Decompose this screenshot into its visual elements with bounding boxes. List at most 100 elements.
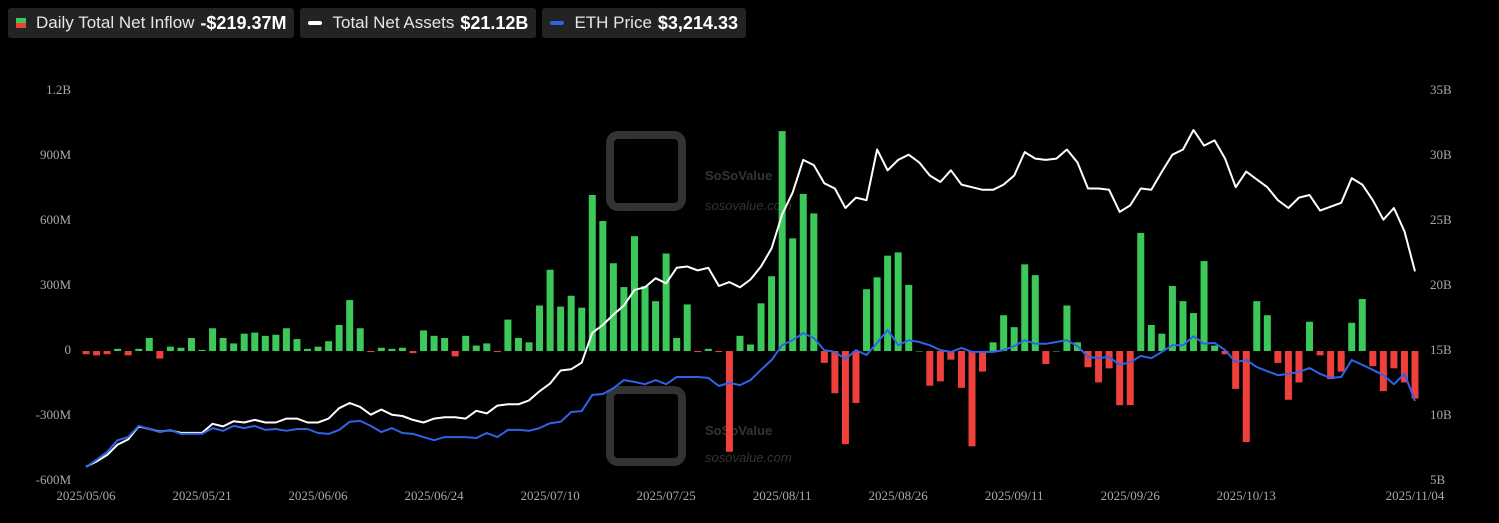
bar — [230, 343, 238, 351]
bar — [599, 221, 607, 351]
watermark-url: sosovalue.com — [705, 450, 792, 465]
bar — [261, 335, 269, 351]
bar — [673, 338, 681, 351]
bar — [789, 238, 797, 351]
watermark-name: SoSoValue — [705, 168, 772, 183]
bar — [841, 351, 849, 445]
bar — [441, 338, 449, 351]
legend-label: Total Net Assets — [332, 13, 455, 32]
bar — [1158, 333, 1166, 351]
bar — [1253, 301, 1261, 351]
bar — [630, 236, 638, 351]
y2-tick-label: 30B — [1430, 147, 1452, 162]
bar — [377, 347, 385, 351]
bar — [367, 351, 375, 353]
bar — [768, 276, 776, 351]
bar — [609, 263, 617, 351]
bar — [852, 351, 860, 403]
bar — [820, 351, 828, 363]
bar — [219, 338, 227, 351]
bar — [430, 335, 438, 351]
bar — [725, 351, 733, 452]
watermark-logo — [606, 131, 686, 211]
legend-item[interactable]: Daily Total Net Inflow -$219.37M — [8, 8, 295, 38]
legend-value: $3,214.33 — [657, 12, 738, 33]
bar — [588, 195, 596, 351]
bar — [525, 342, 533, 351]
bar — [293, 339, 301, 351]
watermark-top: SoSoValue sosovalue.com — [606, 131, 792, 213]
bar — [1390, 351, 1398, 369]
y-tick-label: 300M — [40, 277, 72, 292]
bar — [1306, 321, 1314, 351]
x-tick-label: 2025/11/04 — [1386, 488, 1445, 503]
bar — [1190, 313, 1197, 351]
bar — [409, 351, 417, 354]
bar — [1052, 351, 1060, 352]
bar — [536, 305, 544, 351]
watermark-logo — [606, 386, 686, 466]
bar — [1095, 351, 1103, 383]
line — [85, 129, 1416, 468]
bar — [493, 351, 501, 353]
legend-swatch — [308, 21, 323, 25]
y2-tick-label: 10B — [1430, 407, 1452, 422]
bar — [578, 307, 586, 351]
bar — [947, 351, 955, 360]
bar — [135, 348, 143, 351]
bar — [314, 346, 322, 351]
bar — [1284, 351, 1292, 400]
bar — [114, 348, 122, 351]
bar — [863, 289, 871, 351]
legend-swatch — [550, 21, 565, 25]
bar — [166, 346, 174, 351]
bar — [1021, 264, 1029, 351]
bar — [124, 351, 132, 356]
bar — [810, 213, 818, 351]
bar — [1200, 261, 1208, 351]
y2-tick-label: 35B — [1430, 82, 1452, 97]
bar — [715, 351, 723, 353]
x-tick-label: 2025/05/06 — [56, 488, 116, 503]
bar — [957, 351, 965, 388]
bar — [662, 253, 670, 351]
bar — [472, 345, 480, 351]
bar — [894, 252, 902, 351]
watermark-url: sosovalue.com — [705, 198, 792, 213]
y2-tick-label: 15B — [1430, 342, 1452, 357]
bar — [831, 351, 839, 394]
bar — [557, 306, 565, 351]
x-tick-label: 2025/08/26 — [869, 488, 929, 503]
bar — [704, 348, 712, 351]
bar — [82, 351, 90, 355]
bar — [304, 348, 311, 351]
bar — [483, 343, 491, 351]
bar — [1137, 232, 1145, 351]
bar — [1211, 345, 1219, 351]
y-tick-label: -600M — [36, 472, 72, 487]
bar — [356, 328, 364, 351]
bar — [799, 193, 807, 351]
bar — [884, 255, 892, 351]
bar — [209, 328, 217, 351]
bar — [1232, 351, 1240, 389]
legend-item[interactable]: ETH Price $3,214.33 — [542, 8, 746, 38]
y2-tick-label: 25B — [1430, 212, 1452, 227]
bar — [1337, 351, 1345, 372]
legend-value: -$219.37M — [200, 12, 287, 33]
bar — [1411, 351, 1419, 399]
bar — [641, 286, 649, 351]
bar — [1379, 351, 1387, 392]
bar — [420, 330, 428, 351]
bar — [451, 351, 459, 357]
legend-item[interactable]: Total Net Assets $21.12B — [300, 8, 537, 38]
legend-label: Daily Total Net Inflow — [36, 13, 195, 32]
x-tick-label: 2025/09/11 — [985, 488, 1044, 503]
bar — [989, 342, 997, 351]
y2-tick-label: 20B — [1430, 277, 1452, 292]
bar — [1316, 351, 1324, 356]
bar — [1126, 351, 1134, 406]
legend-value: $21.12B — [460, 12, 529, 33]
bar — [926, 351, 934, 386]
watermark-bottom: SoSoValue sosovalue.com — [606, 386, 792, 466]
